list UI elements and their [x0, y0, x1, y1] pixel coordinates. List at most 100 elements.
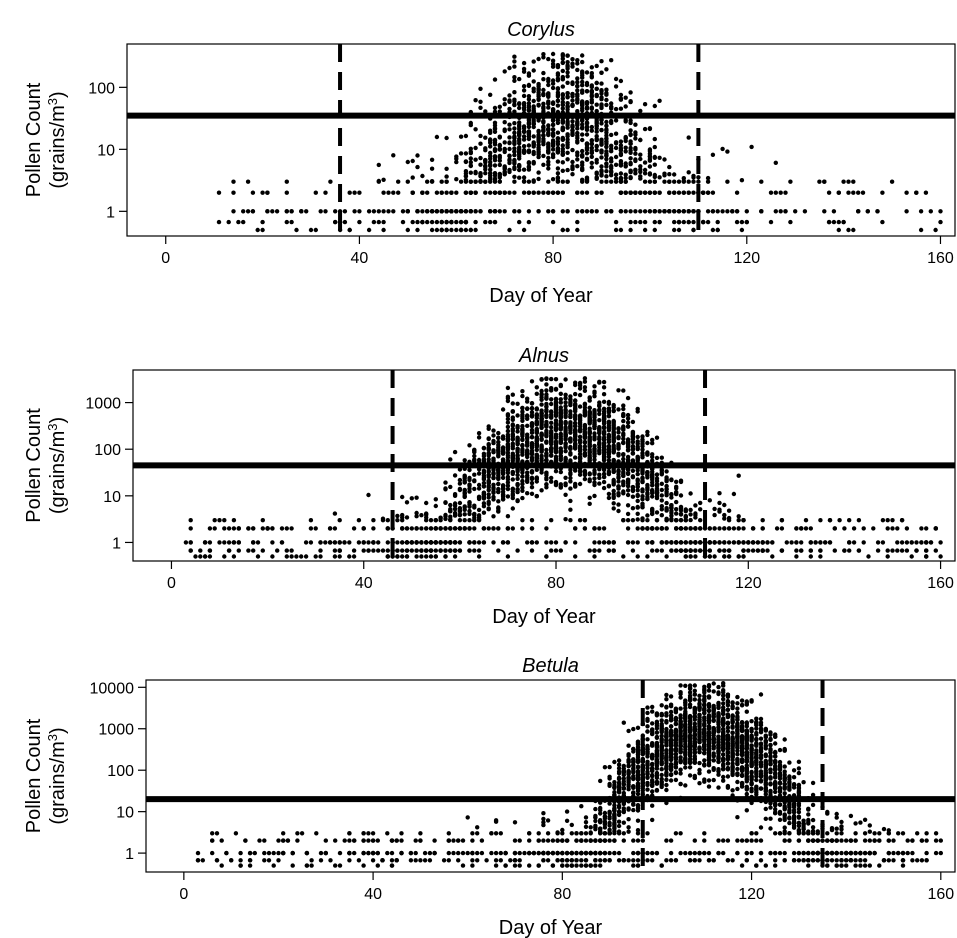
data-point — [541, 190, 546, 195]
data-point — [779, 518, 785, 523]
data-point — [500, 450, 506, 456]
data-point — [544, 477, 549, 482]
data-point — [565, 227, 570, 233]
data-point — [449, 227, 454, 233]
data-point — [233, 831, 239, 836]
data-point — [592, 540, 597, 545]
data-point — [618, 97, 624, 102]
data-point — [563, 377, 568, 382]
data-point — [919, 540, 924, 545]
data-point — [255, 227, 260, 233]
data-point — [609, 156, 614, 161]
data-point — [613, 227, 619, 233]
data-point — [405, 209, 410, 214]
data-point — [544, 447, 549, 453]
data-point — [544, 404, 549, 409]
data-point — [652, 154, 657, 160]
data-point — [570, 159, 575, 165]
data-point — [604, 164, 609, 169]
data-point — [672, 172, 677, 177]
data-point — [507, 227, 512, 233]
data-point — [424, 515, 429, 520]
y-tick-label: 10 — [103, 489, 121, 506]
data-point — [512, 126, 517, 131]
data-point — [589, 71, 594, 76]
data-point — [188, 548, 193, 553]
data-point — [526, 164, 532, 169]
data-point — [207, 554, 213, 559]
data-point — [507, 153, 512, 159]
data-point — [621, 456, 626, 462]
data-point — [452, 526, 458, 531]
data-point — [472, 540, 477, 545]
data-point — [553, 400, 559, 406]
data-point — [332, 548, 338, 553]
data-point — [705, 209, 711, 214]
data-point — [463, 190, 469, 195]
data-point — [468, 120, 473, 126]
data-point — [580, 108, 585, 113]
data-point — [674, 479, 679, 484]
data-point — [462, 474, 467, 479]
data-point — [630, 447, 636, 452]
data-point — [693, 548, 698, 553]
data-point — [560, 120, 565, 125]
data-point — [628, 219, 633, 225]
data-point — [505, 474, 511, 480]
data-point — [662, 173, 667, 178]
data-point — [433, 518, 438, 523]
data-point — [496, 454, 501, 459]
data-point — [328, 179, 333, 184]
data-point — [652, 179, 657, 184]
data-point — [515, 401, 520, 406]
data-point — [526, 219, 532, 225]
data-point — [831, 209, 837, 214]
data-point — [558, 457, 563, 463]
data-point — [433, 497, 438, 502]
data-point — [449, 190, 454, 195]
data-point — [405, 159, 410, 165]
data-point — [536, 170, 541, 175]
data-point — [621, 489, 626, 494]
data-point — [361, 526, 366, 531]
data-point — [657, 190, 662, 195]
data-point — [492, 219, 498, 225]
data-point — [521, 179, 527, 184]
data-point — [568, 479, 573, 484]
data-point — [720, 209, 725, 214]
data-point — [444, 179, 449, 184]
data-point — [597, 418, 602, 423]
data-point — [601, 399, 607, 404]
data-point — [654, 730, 660, 735]
data-point — [594, 93, 599, 99]
data-point — [541, 142, 546, 147]
data-point — [621, 431, 626, 436]
data-point — [404, 548, 410, 553]
data-point — [434, 227, 440, 233]
data-point — [539, 391, 544, 397]
data-point — [546, 190, 551, 195]
data-point — [631, 807, 636, 813]
data-point — [488, 137, 493, 142]
data-point — [429, 209, 435, 214]
data-point — [491, 475, 496, 480]
data-point — [560, 74, 565, 80]
data-point — [289, 554, 294, 559]
data-point — [623, 95, 628, 100]
data-point — [544, 482, 549, 487]
data-point — [420, 190, 425, 195]
data-point — [202, 554, 208, 559]
data-point — [570, 128, 575, 133]
data-point — [496, 473, 501, 478]
data-point — [549, 429, 554, 434]
data-point — [664, 500, 669, 506]
data-point — [255, 554, 261, 559]
data-point — [457, 481, 463, 486]
data-point — [483, 157, 488, 163]
data-point — [667, 164, 672, 170]
data-point — [560, 93, 565, 98]
data-point — [710, 152, 716, 157]
y-tick-label: 100 — [88, 80, 115, 97]
data-point — [481, 446, 487, 451]
data-point — [510, 477, 515, 482]
